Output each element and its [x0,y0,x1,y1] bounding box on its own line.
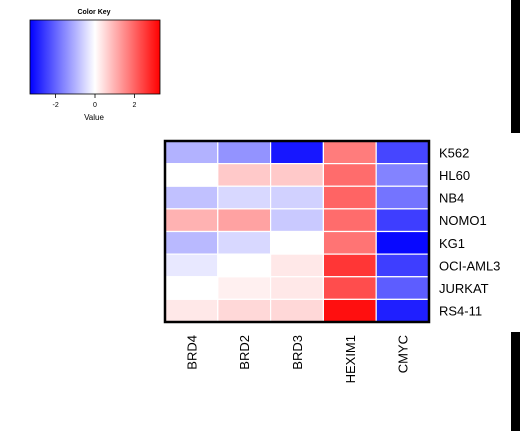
heatmap-cell [217,276,272,300]
row-label: K562 [439,145,469,160]
heatmap-cell [322,163,377,187]
row-label: NB4 [439,191,464,206]
heatmap-cell [375,276,430,300]
heatmap-border [163,139,431,324]
color-key-tick-label: 0 [93,102,97,109]
heatmap-cell [375,140,430,165]
heatmap-cell [164,140,219,165]
heatmap-cell [270,140,325,165]
heatmap-cell [270,253,325,278]
heatmap-cell [164,253,219,278]
heatmap-cell [322,298,377,323]
color-key: Color Key -2 0 2 Value [29,9,161,122]
row-label: OCI-AML3 [439,258,500,273]
edge-bar-top [511,0,520,133]
heatmap-cell [375,185,430,210]
heatmap-cell [270,276,325,300]
color-key-tick-label: -2 [52,102,58,109]
heatmap-cell [164,276,219,300]
heatmap-cell [375,208,430,233]
row-label: RS4-11 [439,304,482,319]
heatmap-cell [375,230,430,255]
heatmap-cell [375,298,430,323]
row-label: JURKAT [439,281,489,296]
color-key-bar [29,19,161,95]
heatmap-cell [217,208,272,233]
heatmap-cells [164,140,430,323]
color-key-title: Color Key [77,9,110,16]
heatmap-cell [322,140,377,165]
heatmap-cell [164,185,219,210]
row-labels: K562 HL60 NB4 NOMO1 KG1 OCI-AML3 JURKAT RS4-11 [439,145,500,318]
color-key-tick-label: 2 [132,102,136,109]
column-label: BRD4 [184,335,199,370]
column-label: BRD3 [290,335,305,370]
heatmap-cell [217,253,272,278]
row-label: KG1 [439,236,465,251]
heatmap-cell [322,208,377,233]
heatmap-cell [322,185,377,210]
column-label: BRD2 [237,335,252,370]
row-label: HL60 [439,168,470,183]
heatmap-cell [322,276,377,300]
edge-bar-bottom [511,332,520,431]
heatmap-cell [164,163,219,187]
heatmap-cell [270,298,325,323]
column-label: HEXIM1 [343,335,358,383]
heatmap-cell [164,298,219,323]
color-key-ticks: -2 0 2 [52,94,136,109]
heatmap-cell [217,298,272,323]
heatmap-cell [375,253,430,278]
heatmap-cell [322,230,377,255]
heatmap-cell [164,230,219,255]
heatmap-cell [217,140,272,165]
heatmap-cell [217,163,272,187]
heatmap-cell [375,163,430,187]
heatmap-cell [217,185,272,210]
heatmap-cell [270,185,325,210]
heatmap-cell [270,230,325,255]
color-key-xlabel: Value [84,113,104,122]
heatmap-cell [217,230,272,255]
heatmap-cell [164,208,219,233]
heatmap-cell [322,253,377,278]
heatmap-cell [270,163,325,187]
row-label: NOMO1 [439,213,487,228]
column-labels: BRD4 BRD2 BRD3 HEXIM1 CMYC [184,335,410,383]
column-label: CMYC [396,335,411,373]
heatmap-cell [270,208,325,233]
